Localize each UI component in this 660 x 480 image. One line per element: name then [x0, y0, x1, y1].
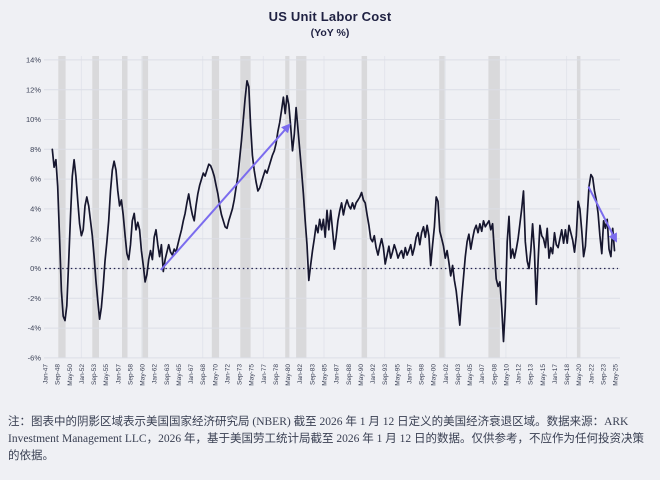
x-tick-label: May-25 — [613, 364, 620, 386]
y-tick-label: -2% — [28, 294, 42, 303]
y-tick-label: 10% — [26, 115, 41, 124]
x-tick-label: Sep-98 — [419, 364, 426, 385]
x-tick-label: May-70 — [212, 364, 219, 386]
x-tick-label: Jan-67 — [188, 364, 195, 384]
y-tick-label: 0% — [30, 264, 41, 273]
x-tick-label: Sep-48 — [55, 364, 62, 385]
recession-band — [240, 56, 251, 358]
trend-arrow — [587, 186, 617, 243]
labor-cost-chart: 14% 12% 10% 8% 6% 4% 2% 0% -2% -4% -6%Jan-47 Sep-48… — [26, 56, 620, 386]
x-tick-label: Jan-57 — [115, 364, 122, 384]
chart-header: US Unit Labor Cost (YoY %) — [0, 9, 660, 39]
recession-band — [488, 56, 500, 358]
x-tick-label: May-15 — [540, 364, 547, 386]
x-tick-label: Sep-93 — [382, 364, 389, 385]
recession-band — [296, 56, 307, 358]
x-tick-label: May-60 — [140, 364, 147, 386]
x-tick-label: Sep-03 — [455, 364, 462, 385]
x-tick-label: Sep-58 — [127, 364, 134, 385]
x-tick-label: May-65 — [176, 364, 183, 386]
x-tick-label: Sep-73 — [237, 364, 244, 385]
x-tick-label: May-95 — [394, 364, 401, 386]
x-tick-label: Jan-12 — [516, 364, 523, 384]
x-tick-label: May-55 — [103, 364, 110, 386]
x-tick-label: Jan-72 — [225, 364, 232, 384]
y-tick-label: -4% — [28, 324, 42, 333]
x-tick-label: Sep-08 — [491, 364, 498, 385]
chart-subtitle: (YoY %) — [310, 27, 350, 39]
x-tick-label: Sep-53 — [91, 364, 98, 385]
x-tick-label: May-20 — [576, 364, 583, 386]
recession-band — [58, 56, 66, 358]
recession-band — [361, 56, 368, 358]
y-tick-label: 6% — [30, 175, 41, 184]
recession-band — [285, 56, 290, 358]
x-tick-label: Jan-92 — [370, 364, 377, 384]
x-tick-label: May-10 — [503, 364, 510, 386]
x-tick-label: Jan-82 — [297, 364, 304, 384]
x-tick-label: Jan-77 — [261, 364, 268, 384]
footnote: 注：图表中的阴影区域表示美国国家经济研究局 (NBER) 截至 2026 年 1… — [8, 416, 644, 463]
y-tick-label: 4% — [30, 205, 41, 214]
x-tick-label: Jan-62 — [152, 364, 159, 384]
x-tick-label: Sep-23 — [601, 364, 608, 385]
y-tick-label: 8% — [30, 145, 41, 154]
x-tick-label: May-90 — [358, 364, 365, 386]
x-tick-label: May-75 — [249, 364, 256, 386]
recession-band — [141, 56, 149, 358]
y-tick-label: -6% — [28, 354, 42, 363]
y-tick-label: 2% — [30, 234, 41, 243]
x-tick-label: Jan-97 — [406, 364, 413, 384]
x-tick-label: Jan-02 — [443, 364, 450, 384]
x-tick-label: May-85 — [322, 364, 329, 386]
x-tick-label: Sep-63 — [164, 364, 171, 385]
x-tick-label: Jan-87 — [334, 364, 341, 384]
recession-band — [439, 56, 445, 358]
x-tick-label: Sep-18 — [564, 364, 571, 385]
x-tick-label: Jan-07 — [479, 364, 486, 384]
y-tick-label: 12% — [26, 85, 41, 94]
x-tick-label: Sep-68 — [200, 364, 207, 385]
x-tick-label: Sep-88 — [346, 364, 353, 385]
x-tick-label: Jan-47 — [43, 364, 50, 384]
chart-title: US Unit Labor Cost — [268, 9, 392, 24]
x-tick-label: May-00 — [431, 364, 438, 386]
series-line — [51, 79, 616, 343]
x-tick-label: Jan-17 — [552, 364, 559, 384]
x-tick-label: Sep-78 — [273, 364, 280, 385]
x-tick-label: Jan-52 — [79, 364, 86, 384]
x-tick-label: May-50 — [67, 364, 74, 386]
recession-band — [92, 56, 99, 358]
trend-arrow — [160, 123, 291, 271]
x-tick-label: Sep-83 — [309, 364, 316, 385]
y-tick-label: 14% — [26, 56, 41, 65]
x-tick-label: May-05 — [467, 364, 474, 386]
x-tick-label: May-80 — [285, 364, 292, 386]
recession-band — [122, 56, 128, 358]
x-tick-label: Jan-22 — [588, 364, 595, 384]
x-tick-label: Sep-13 — [528, 364, 535, 385]
